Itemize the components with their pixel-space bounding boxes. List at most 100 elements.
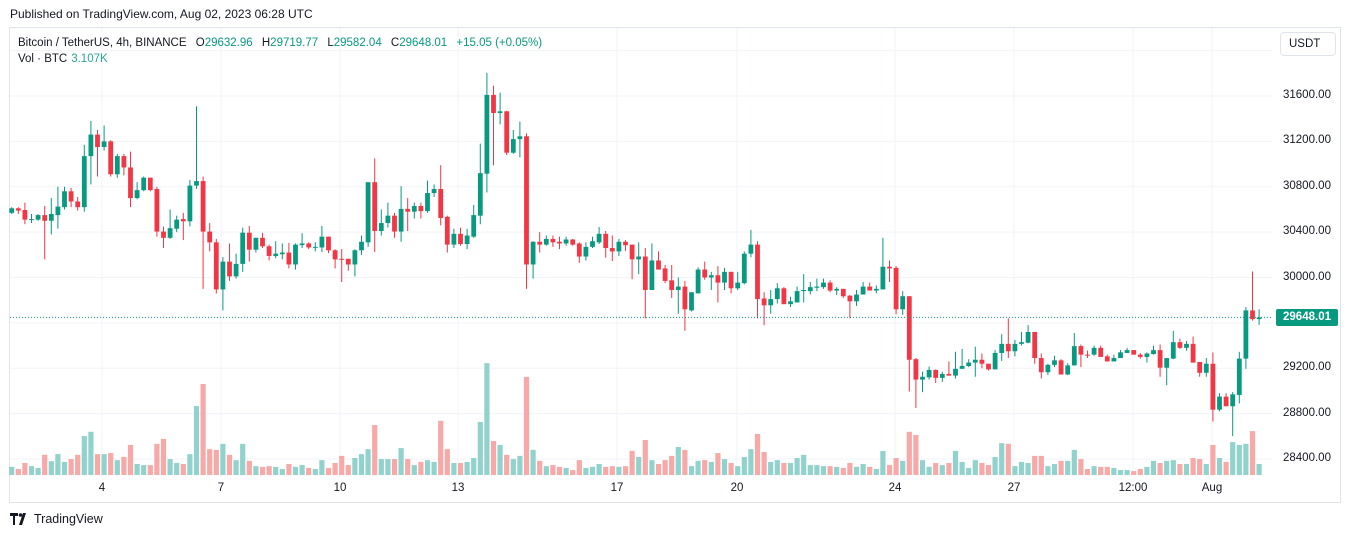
candle-body (517, 136, 523, 140)
volume-bar (1104, 466, 1110, 475)
volume-bar (187, 454, 193, 475)
candle (788, 296, 793, 307)
candle (1223, 393, 1229, 407)
candle-body (1170, 342, 1176, 359)
volume-bar (1190, 458, 1196, 475)
candle-body (926, 369, 932, 378)
volume-bar (121, 456, 127, 475)
candle-body (768, 299, 774, 306)
candle (1012, 339, 1018, 357)
candle (537, 232, 543, 253)
time-axis-label: 10 (333, 482, 347, 494)
candle-body (854, 294, 859, 302)
volume-bar (1157, 462, 1163, 475)
volume-bar (867, 466, 873, 475)
candle (62, 186, 67, 210)
candle-body (1230, 394, 1236, 407)
candle (68, 187, 74, 208)
candle (134, 182, 140, 200)
volume-bar (207, 449, 213, 475)
candle (524, 133, 529, 289)
candle (405, 198, 411, 231)
volume-bar (1197, 459, 1203, 475)
candle (1230, 392, 1236, 437)
candle (821, 278, 826, 289)
volume-bar (649, 460, 655, 475)
volume-bar (1091, 466, 1097, 475)
volume-bar (873, 468, 879, 475)
volume-bar (543, 466, 549, 475)
volume-bar (22, 462, 28, 475)
volume-bar (847, 462, 853, 475)
candle (840, 288, 846, 298)
candle-body (1131, 350, 1137, 355)
volume-bar (405, 459, 411, 475)
candle (22, 202, 28, 225)
candle (1091, 345, 1097, 356)
candle-body (200, 181, 206, 232)
candle-body (788, 301, 793, 305)
candle (992, 350, 998, 370)
volume-bar (94, 454, 101, 475)
candle-body (154, 189, 160, 232)
volume-bar (233, 460, 239, 475)
candle-body (1005, 343, 1011, 352)
change-value: +15.05 (+0.05%) (456, 37, 543, 49)
candle-body (365, 182, 371, 243)
candle (1032, 331, 1038, 364)
candle (755, 241, 760, 319)
volume-bar (1078, 459, 1084, 475)
candle-body (530, 241, 536, 265)
candle (801, 274, 807, 303)
candle-body (213, 242, 219, 290)
candle (623, 240, 628, 251)
candle-body (95, 134, 100, 148)
volume-bar (589, 466, 596, 475)
volume-bar (1256, 464, 1262, 475)
volume-value: 3.107K (71, 53, 108, 65)
candle-body (68, 191, 74, 202)
volume-bar (609, 466, 615, 475)
candle (1071, 333, 1077, 366)
candle (1164, 358, 1170, 386)
candle (1137, 352, 1143, 359)
candle (722, 267, 727, 290)
candle (1217, 393, 1222, 412)
volume-bar (834, 466, 840, 475)
candle (860, 282, 866, 295)
volume-bar (497, 444, 503, 475)
candle-body (444, 216, 450, 245)
volume-bar (154, 443, 160, 475)
symbol-title[interactable]: Bitcoin / TetherUS, 4h, BINANCE (18, 37, 187, 49)
candle-body (29, 219, 34, 221)
candle-body (761, 298, 767, 306)
currency-button[interactable]: USDT (1280, 32, 1336, 56)
candle-body (735, 282, 741, 289)
candle-body (15, 208, 21, 211)
volume-bar (675, 447, 681, 475)
candle (1210, 352, 1216, 422)
volume-bar (444, 449, 450, 475)
candle (1170, 330, 1176, 360)
candle (246, 225, 252, 262)
candle (576, 242, 582, 263)
candle (418, 202, 424, 219)
candle-body (114, 156, 120, 175)
candle (464, 228, 470, 250)
candle-body (999, 343, 1005, 353)
candle (504, 110, 510, 155)
volume-bar (114, 460, 120, 475)
volume-bar (273, 466, 279, 475)
candle (194, 106, 199, 190)
candle-body (1052, 360, 1057, 365)
candle-body (1164, 358, 1170, 368)
candle (557, 236, 562, 250)
volume-bar (1249, 431, 1256, 475)
candle-body (1025, 331, 1031, 343)
volume-label[interactable]: Vol · BTC (18, 53, 68, 65)
candle (656, 251, 661, 270)
candle (458, 227, 463, 246)
volume-bar (451, 462, 457, 475)
candle-body (563, 239, 569, 244)
